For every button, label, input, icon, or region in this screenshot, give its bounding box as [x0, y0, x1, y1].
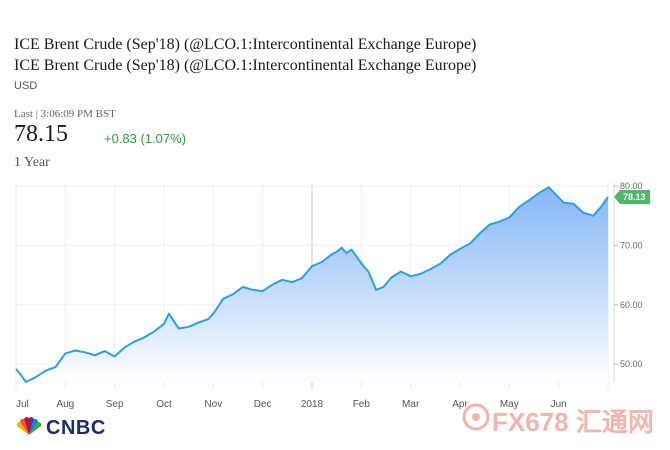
x-tick-label: Nov [204, 399, 222, 410]
x-tick-label: Dec [254, 399, 272, 410]
x-tick-label: 2018 [301, 399, 324, 410]
x-tick-label: Jun [551, 399, 567, 410]
x-tick-label: Feb [353, 399, 371, 410]
x-tick-label: Oct [156, 399, 172, 410]
last-value-badge-text: 78.13 [623, 192, 646, 202]
watermark-icon [462, 403, 490, 431]
y-tick-label: 60.00 [620, 300, 643, 310]
price-chart: 50.00 60.00 70.00 80.00 Jul Aug Sep Oct Nov Dec 2… [15, 181, 650, 410]
chart-title-line-1: ICE Brent Crude (Sep'18) (@LCO.1:Interco… [14, 36, 477, 53]
cnbc-logo-text: CNBC [46, 417, 106, 439]
x-axis: Jul Aug Sep Oct Nov Dec 2018 Feb Mar Apr May Jun [16, 399, 567, 410]
x-tick-label: May [500, 399, 519, 410]
last-price: 78.15 [14, 121, 68, 147]
last-update-label: Last | 3:06:09 PM BST [14, 108, 116, 120]
x-tick-label: Mar [402, 399, 420, 410]
y-tick-label: 70.00 [620, 240, 643, 250]
watermark-text: FX678 汇通网 [492, 407, 654, 437]
y-tick-label: 50.00 [620, 359, 643, 369]
currency-label: USD [14, 80, 38, 92]
last-value-badge-shape [614, 189, 650, 204]
y-axis: 50.00 60.00 70.00 80.00 [613, 181, 643, 382]
x-tick-label: Aug [56, 399, 74, 410]
y-tick-label: 80.00 [620, 181, 643, 191]
price-line [15, 186, 609, 383]
chart-title-line-2: ICE Brent Crude (Sep'18) (@LCO.1:Interco… [14, 57, 477, 74]
time-range-label: 1 Year [14, 155, 50, 170]
x-tick-label: Sep [106, 399, 124, 410]
price-change: +0.83 (1.07%) [104, 131, 187, 146]
x-tick-label: Jul [16, 399, 29, 410]
x-tick-label: Apr [452, 399, 468, 410]
price-area [16, 187, 608, 382]
cnbc-peacock-icon [16, 417, 42, 435]
last-value-badge: 78.13 [614, 189, 650, 204]
